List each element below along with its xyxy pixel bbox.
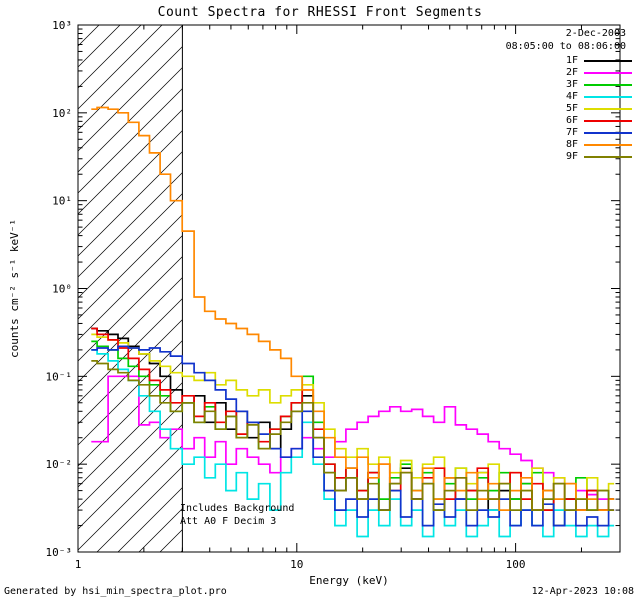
series-lines xyxy=(91,106,615,538)
axes xyxy=(77,24,621,553)
generated-by: Generated by hsi_min_spectra_plot.pro xyxy=(4,586,227,597)
x-tick-label: 1 xyxy=(75,558,82,571)
legend-item: 4F xyxy=(565,91,632,102)
legend-line-swatch xyxy=(584,143,632,146)
y-tick-label: 10⁻¹ xyxy=(46,370,73,383)
plot-annotation: Includes Background Att A0 F Decim 3 xyxy=(180,502,294,528)
legend-item: 9F xyxy=(565,151,632,162)
legend-label: 8F xyxy=(565,139,578,150)
y-tick-label: 10² xyxy=(52,107,72,120)
legend-line-swatch xyxy=(584,59,632,62)
legend-label: 6F xyxy=(565,115,578,126)
observation-date: 2-Dec-2003 xyxy=(565,28,626,39)
legend-item: 1F xyxy=(565,55,632,66)
legend-item: 5F xyxy=(565,103,632,114)
legend-line-swatch xyxy=(584,95,632,98)
legend-label: 3F xyxy=(565,79,578,90)
legend-label: 1F xyxy=(565,55,578,66)
legend-line-swatch xyxy=(584,107,632,110)
legend-line-swatch xyxy=(584,119,632,122)
y-tick-label: 10¹ xyxy=(52,195,72,208)
background-note: Includes Background xyxy=(180,503,295,514)
series-line-8F xyxy=(91,106,615,511)
legend-line-swatch xyxy=(584,155,632,158)
legend: 1F 2F 3F 4F 5F 6F 7F 8F 9F xyxy=(565,55,632,162)
legend-item: 8F xyxy=(565,139,632,150)
y-tick-label: 10³ xyxy=(52,19,72,32)
series-line-1F xyxy=(91,327,615,527)
legend-line-swatch xyxy=(584,71,632,74)
x-tick-label: 10 xyxy=(290,558,303,571)
chart-title: Count Spectra for RHESSI Front Segments xyxy=(157,5,483,20)
render-timestamp: 12-Apr-2023 10:08 xyxy=(531,586,634,597)
attenuation-note: Att A0 F Decim 3 xyxy=(180,516,277,527)
legend-label: 4F xyxy=(565,91,578,102)
legend-label: 7F xyxy=(565,127,578,138)
y-tick-label: 10⁻³ xyxy=(46,546,73,559)
series-line-2F xyxy=(91,375,615,511)
x-axis-title: Energy (keV) xyxy=(309,574,388,587)
observation-time-range: 08:05:00 to 08:06:00 xyxy=(505,41,626,52)
legend-label: 2F xyxy=(565,67,578,78)
series-line-7F xyxy=(91,345,615,527)
y-tick-label: 10⁻² xyxy=(46,458,73,471)
legend-label: 9F xyxy=(565,151,578,162)
x-tick-label: 100 xyxy=(506,558,526,571)
y-axis-title: counts cm⁻² s⁻¹ keV⁻¹ xyxy=(8,219,21,358)
legend-item: 6F xyxy=(565,115,632,126)
legend-line-swatch xyxy=(584,83,632,86)
legend-label: 5F xyxy=(565,103,578,114)
legend-line-swatch xyxy=(584,131,632,134)
y-tick-label: 10⁰ xyxy=(52,283,72,296)
axis-labels: 1 10 100 10⁻³ 10⁻² 10⁻¹ 10⁰ 10¹ 10² 10³ Energy (ke… xyxy=(8,19,526,587)
date-block: 2-Dec-2003 08:05:00 to 08:06:00 xyxy=(506,27,626,53)
legend-item: 3F xyxy=(565,79,632,90)
series-line-9F xyxy=(91,360,615,511)
legend-item: 7F xyxy=(565,127,632,138)
attenuator-hatch-region xyxy=(78,25,183,552)
legend-item: 2F xyxy=(565,67,632,78)
